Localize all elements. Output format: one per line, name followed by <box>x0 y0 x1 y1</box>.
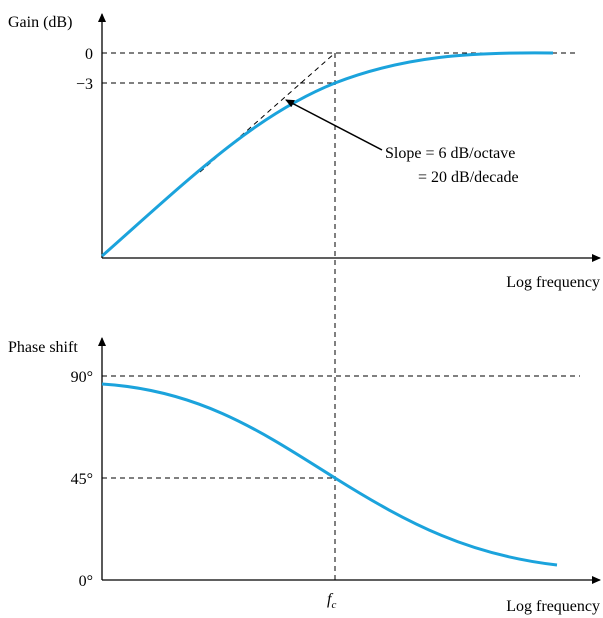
phase-plot: Phase shift 90° 45° 0° fc Log frequency <box>8 337 601 615</box>
annotation-arrow <box>285 99 383 151</box>
y-axis-label: Phase shift <box>8 339 78 356</box>
y-axis-label: Gain (dB) <box>8 14 72 31</box>
annotation: = 20 dB/decade <box>418 169 519 186</box>
y-tick-label: 90° <box>71 369 93 386</box>
y-tick-label: −3 <box>76 76 93 93</box>
cutoff-label: fc <box>327 591 336 611</box>
phase-curve <box>101 382 558 567</box>
gain-curve <box>101 51 554 258</box>
gain-plot: Gain (dB) 0 −3 Log frequency Slope = 6 d… <box>8 13 601 580</box>
y-tick-label: 0° <box>79 573 93 590</box>
annotation: Slope = 6 dB/octave <box>385 145 515 162</box>
cutoff-symbol: f <box>327 591 334 608</box>
cutoff-subscript: c <box>331 599 336 611</box>
x-axis-label: Log frequency <box>506 598 600 615</box>
y-tick-label: 0 <box>85 46 93 63</box>
x-axis-label: Log frequency <box>506 274 600 291</box>
y-tick-label: 45° <box>71 471 93 488</box>
